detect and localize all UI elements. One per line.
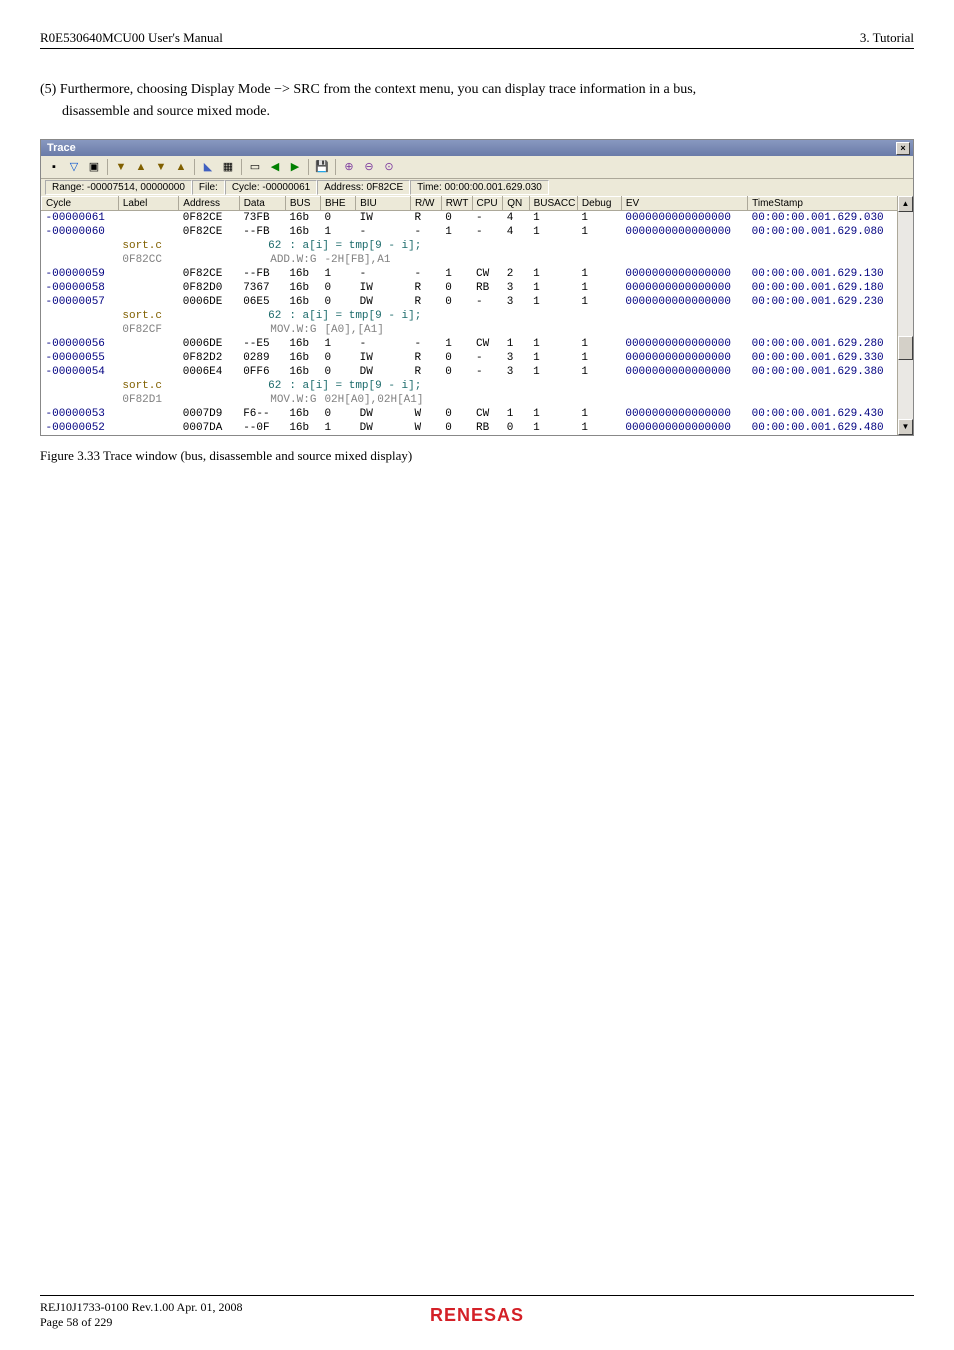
table-row[interactable]: -000000520007DA--0F16b1DWW0RB01100000000… [42,421,913,435]
table-row[interactable]: -000000610F82CE73FB16b0IWR0-411000000000… [42,210,913,225]
toolbar-separator [107,159,108,175]
toolbar-btn-3[interactable]: ▣ [85,158,103,176]
filter-icon[interactable]: ▽ [65,158,83,176]
toolbar-btn-9[interactable]: ▦ [219,158,237,176]
toolbar-separator [194,159,195,175]
column-header[interactable]: BIU [356,196,411,210]
column-header[interactable]: Debug [577,196,621,210]
column-header[interactable]: R/W [411,196,442,210]
column-header[interactable]: Data [239,196,285,210]
vertical-scrollbar[interactable]: ▲ ▼ [897,196,913,435]
toolbar-separator [241,159,242,175]
column-header[interactable]: RWT [441,196,472,210]
table-row[interactable]: -000000540006E40FF616b0DWR0-311000000000… [42,365,913,379]
table-row[interactable]: -000000600F82CE--FB16b1--1-4110000000000… [42,225,913,239]
table-row[interactable]: 0F82CCADD.W:G -2H[FB],A1 [42,253,913,267]
table-row[interactable]: -000000550F82D2028916b0IWR0-311000000000… [42,351,913,365]
toolbar-btn-7[interactable]: ▲ [172,158,190,176]
status-file: File: [192,180,225,195]
scroll-track[interactable] [898,212,913,419]
toolbar-separator [335,159,336,175]
status-bar: Range: -00007514, 00000000 File: Cycle: … [41,179,913,196]
column-header[interactable]: BHE [320,196,355,210]
column-header[interactable]: CPU [472,196,503,210]
status-address: Address: 0F82CE [317,180,410,195]
save-icon[interactable]: 💾 [313,158,331,176]
table-row[interactable]: sort.c62: a[i] = tmp[9 - i]; [42,239,913,253]
status-cycle: Cycle: -00000061 [225,180,317,195]
trace-grid-container: CycleLabelAddressDataBUSBHEBIUR/WRWTCPUQ… [41,196,913,435]
page-footer: REJ10J1733-0100 Rev.1.00 Apr. 01, 2008 P… [40,1295,914,1330]
status-range: Range: -00007514, 00000000 [45,180,192,195]
trace-table: CycleLabelAddressDataBUSBHEBIUR/WRWTCPUQ… [41,196,913,435]
column-header[interactable]: EV [621,196,747,210]
toolbar-separator [308,159,309,175]
column-header[interactable]: QN [503,196,529,210]
zoom-icon-1[interactable]: ⊕ [340,158,358,176]
toolbar-btn-10[interactable]: ▭ [246,158,264,176]
table-row[interactable]: 0F82CFMOV.W:G [A0],[A1] [42,323,913,337]
header-right: 3. Tutorial [860,30,914,46]
table-row[interactable]: -000000560006DE--E516b1--1CW111000000000… [42,337,913,351]
column-header[interactable]: Label [118,196,178,210]
window-titlebar[interactable]: Trace × [41,140,913,156]
table-row[interactable]: -000000530007D9F6--16b0DWW0CW11100000000… [42,407,913,421]
scroll-up-icon[interactable]: ▲ [898,196,913,212]
zoom-icon-2[interactable]: ⊖ [360,158,378,176]
column-header[interactable]: Address [179,196,239,210]
next-icon[interactable]: ▶ [286,158,304,176]
table-row[interactable]: -000000590F82CE--FB16b1--1CW211000000000… [42,267,913,281]
status-time: Time: 00:00:00.001.629.030 [410,180,549,195]
footer-left: REJ10J1733-0100 Rev.1.00 Apr. 01, 2008 P… [40,1300,243,1330]
header-left: R0E530640MCU00 User's Manual [40,30,223,46]
toolbar-btn-6[interactable]: ▼ [152,158,170,176]
column-header[interactable]: Cycle [42,196,119,210]
toolbar-btn-1[interactable]: ▪ [45,158,63,176]
window-title: Trace [47,142,76,154]
toolbar-btn-4[interactable]: ▼ [112,158,130,176]
table-row[interactable]: sort.c62: a[i] = tmp[9 - i]; [42,309,913,323]
table-header-row: CycleLabelAddressDataBUSBHEBIUR/WRWTCPUQ… [42,196,913,210]
table-row[interactable]: sort.c62: a[i] = tmp[9 - i]; [42,379,913,393]
window-toolbar: ▪ ▽ ▣ ▼ ▲ ▼ ▲ ◣ ▦ ▭ ◀ ▶ 💾 ⊕ ⊖ ⊙ [41,156,913,179]
table-row[interactable]: 0F82D1MOV.W:G 02H[A0],02H[A1] [42,393,913,407]
scroll-down-icon[interactable]: ▼ [898,419,913,435]
trace-window: Trace × ▪ ▽ ▣ ▼ ▲ ▼ ▲ ◣ ▦ ▭ ◀ ▶ 💾 ⊕ ⊖ ⊙ [40,139,914,436]
column-header[interactable]: BUS [285,196,320,210]
table-row[interactable]: -000000570006DE06E516b0DWR0-311000000000… [42,295,913,309]
toolbar-btn-5[interactable]: ▲ [132,158,150,176]
figure-caption: Figure 3.33 Trace window (bus, disassemb… [40,448,914,464]
body-paragraph: (5) Furthermore, choosing Display Mode −… [40,79,914,124]
renesas-logo: RENESAS [430,1305,524,1326]
zoom-icon-3[interactable]: ⊙ [380,158,398,176]
table-row[interactable]: -000000580F82D0736716b0IWR0RB31100000000… [42,281,913,295]
close-icon[interactable]: × [896,142,910,155]
column-header[interactable]: TimeStamp [748,196,913,210]
prev-icon[interactable]: ◀ [266,158,284,176]
column-header[interactable]: BUSACC [529,196,577,210]
scroll-thumb[interactable] [898,336,913,360]
page-header: R0E530640MCU00 User's Manual 3. Tutorial [40,30,914,49]
toolbar-btn-8[interactable]: ◣ [199,158,217,176]
